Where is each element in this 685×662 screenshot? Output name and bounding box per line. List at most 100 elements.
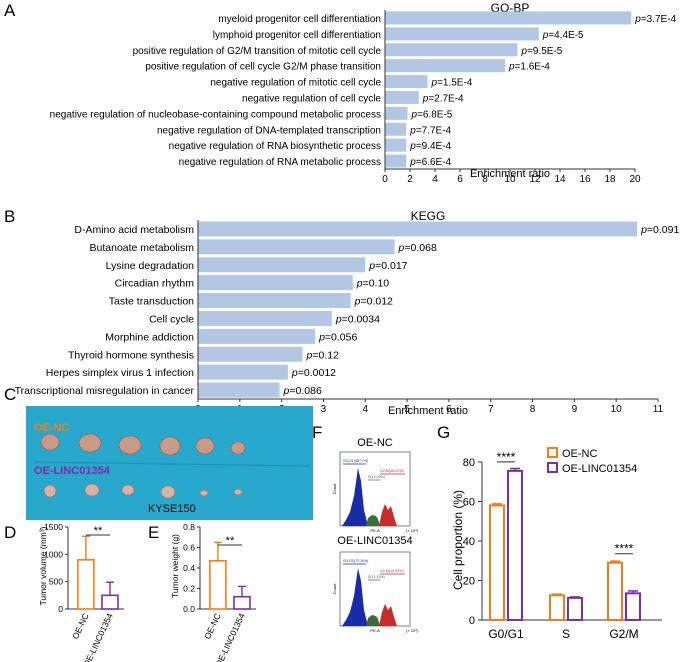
tumor-oe-linc <box>43 484 57 498</box>
category-label: Lysine degradation <box>106 260 195 272</box>
x-tick-label: 4 <box>432 174 438 185</box>
histogram-x-unit: (× 10³) <box>406 528 419 533</box>
category-label: Transcriptional misregulation in cancer <box>15 385 195 397</box>
category-label: negative regulation of DNA-templated tra… <box>157 125 381 136</box>
tumor-photo: OE-NC OE-LINC01354 KYSE150 <box>26 406 313 520</box>
p-value-label: p=1.5E-4 <box>431 78 473 89</box>
significance-label: **** <box>497 450 516 464</box>
tumor-oe-nc <box>195 437 215 455</box>
x-tick-label: 8 <box>482 174 488 185</box>
x-tick-label: 6 <box>446 404 452 415</box>
x-tick-label: 8 <box>530 404 536 415</box>
category-label: negative regulation of cell cycle <box>242 93 381 104</box>
y-tick-label: 0.0 <box>183 604 195 614</box>
tumor-oe-nc <box>78 433 102 453</box>
x-tick-label: 12 <box>529 174 541 185</box>
p-value-label: p=0.017 <box>368 260 407 272</box>
y-tick-label: 0.8 <box>183 522 195 532</box>
panel-letter-g: G <box>437 423 450 442</box>
kegg-title: KEGG <box>411 209 446 223</box>
p-value-label: p=0.012 <box>354 296 393 308</box>
tumor-oe-nc <box>40 433 60 451</box>
bar <box>607 561 623 621</box>
g2-m-peak <box>379 504 397 526</box>
p-value-label: p=6.8E-5 <box>411 109 453 120</box>
tumor-volume-ylabel: Tumor volume (mm³) <box>38 526 48 605</box>
x-category-label: S <box>562 627 570 641</box>
p-value-label: p=0.056 <box>318 331 357 343</box>
bar <box>198 239 395 255</box>
p-value-label: p=4.4E-5 <box>542 30 584 41</box>
x-tick-label: 0 <box>382 174 388 185</box>
flow-title-oe-linc: OE-LINC01354 <box>337 535 412 547</box>
panel-letter-d: D <box>4 523 16 542</box>
bar <box>198 364 288 380</box>
bar <box>209 560 227 610</box>
category-label: negative regulation of RNA biosynthetic … <box>169 141 381 152</box>
tumor-oe-linc <box>84 483 100 497</box>
significance-label: ** <box>226 535 235 547</box>
category-label: Morphine addiction <box>105 331 194 343</box>
bar <box>385 90 419 104</box>
p-value-label: p=6.6E-4 <box>409 157 451 168</box>
bar <box>489 504 505 622</box>
p-value-label: p=0.10 <box>356 278 390 290</box>
x-tick-label: 14 <box>554 174 566 185</box>
p-value-label: p=0.068 <box>398 242 437 254</box>
p-value-label: p=1.6E-4 <box>508 62 550 73</box>
p-value-label: p=3.7E-4 <box>634 14 676 25</box>
panel-letter-a: A <box>4 1 16 20</box>
histogram-x-label: PE-A <box>370 628 380 633</box>
flow-title-oe-nc: OE-NC <box>357 437 393 449</box>
bar <box>567 596 583 622</box>
p-value-label: p=0.0034 <box>335 313 380 325</box>
cell-proportion-ylabel: Cell proportion (%) <box>451 490 465 590</box>
p-value-label: p=0.0012 <box>291 367 336 379</box>
histogram-y-label: Count <box>332 483 337 495</box>
p-value-label: p=0.086 <box>283 385 322 397</box>
y-tick-label: 0.6 <box>183 543 195 553</box>
significance-label: **** <box>615 542 634 556</box>
bar <box>385 27 539 41</box>
gate-label: G0-G1(73.19%) <box>343 559 368 563</box>
bar <box>198 257 366 273</box>
legend-label-oe-nc: OE-NC <box>562 448 598 460</box>
gate-label: S(11.13%) <box>368 575 385 579</box>
category-label: Cell cycle <box>149 313 194 325</box>
x-tick-label: 18 <box>604 174 616 185</box>
s-phase-region <box>366 615 380 626</box>
category-label: Thyroid hormone synthesis <box>68 349 194 361</box>
panel-letter-e: E <box>148 523 159 542</box>
bar <box>385 43 518 57</box>
y-tick-label: 80 <box>463 457 475 469</box>
gate-label: G0-G1(58.77%) <box>343 459 368 463</box>
gate-label: G2-M(28.22%) <box>380 469 404 473</box>
bar <box>549 594 565 621</box>
photo-ruler-line <box>33 461 311 467</box>
bar <box>233 595 251 610</box>
bar <box>198 346 303 362</box>
p-value-label: p=2.7E-4 <box>422 93 464 104</box>
tumor-volume-chart: Tumor volume (mm³) 050010001500OE-NCOE-L… <box>38 522 124 662</box>
x-tick-label: 10 <box>504 174 516 185</box>
x-tick-label: 16 <box>579 174 591 185</box>
bar <box>385 138 407 152</box>
category-label: negative regulation of RNA metabolic pro… <box>179 157 381 168</box>
y-tick-label: 0.4 <box>183 563 195 573</box>
x-tick-label: 9 <box>572 404 578 415</box>
x-tick-label: 6 <box>457 174 463 185</box>
bar <box>198 382 280 398</box>
bar <box>198 293 351 309</box>
x-tick-label: 20 <box>629 174 641 185</box>
y-tick-label: 0 <box>469 615 475 627</box>
panel-letter-c: C <box>4 385 16 404</box>
bar <box>101 594 119 610</box>
category-label: positive regulation of cell cycle G2/M p… <box>145 62 381 73</box>
s-phase-region <box>366 515 380 526</box>
photo-label-oe-linc: OE-LINC01354 <box>34 465 111 477</box>
category-label: Circadian rhythm <box>115 278 195 290</box>
bar <box>385 122 407 136</box>
tumor-weight-ylabel: Tumor weight (g) <box>170 534 180 598</box>
p-value-label: p=9.5E-5 <box>521 46 563 57</box>
